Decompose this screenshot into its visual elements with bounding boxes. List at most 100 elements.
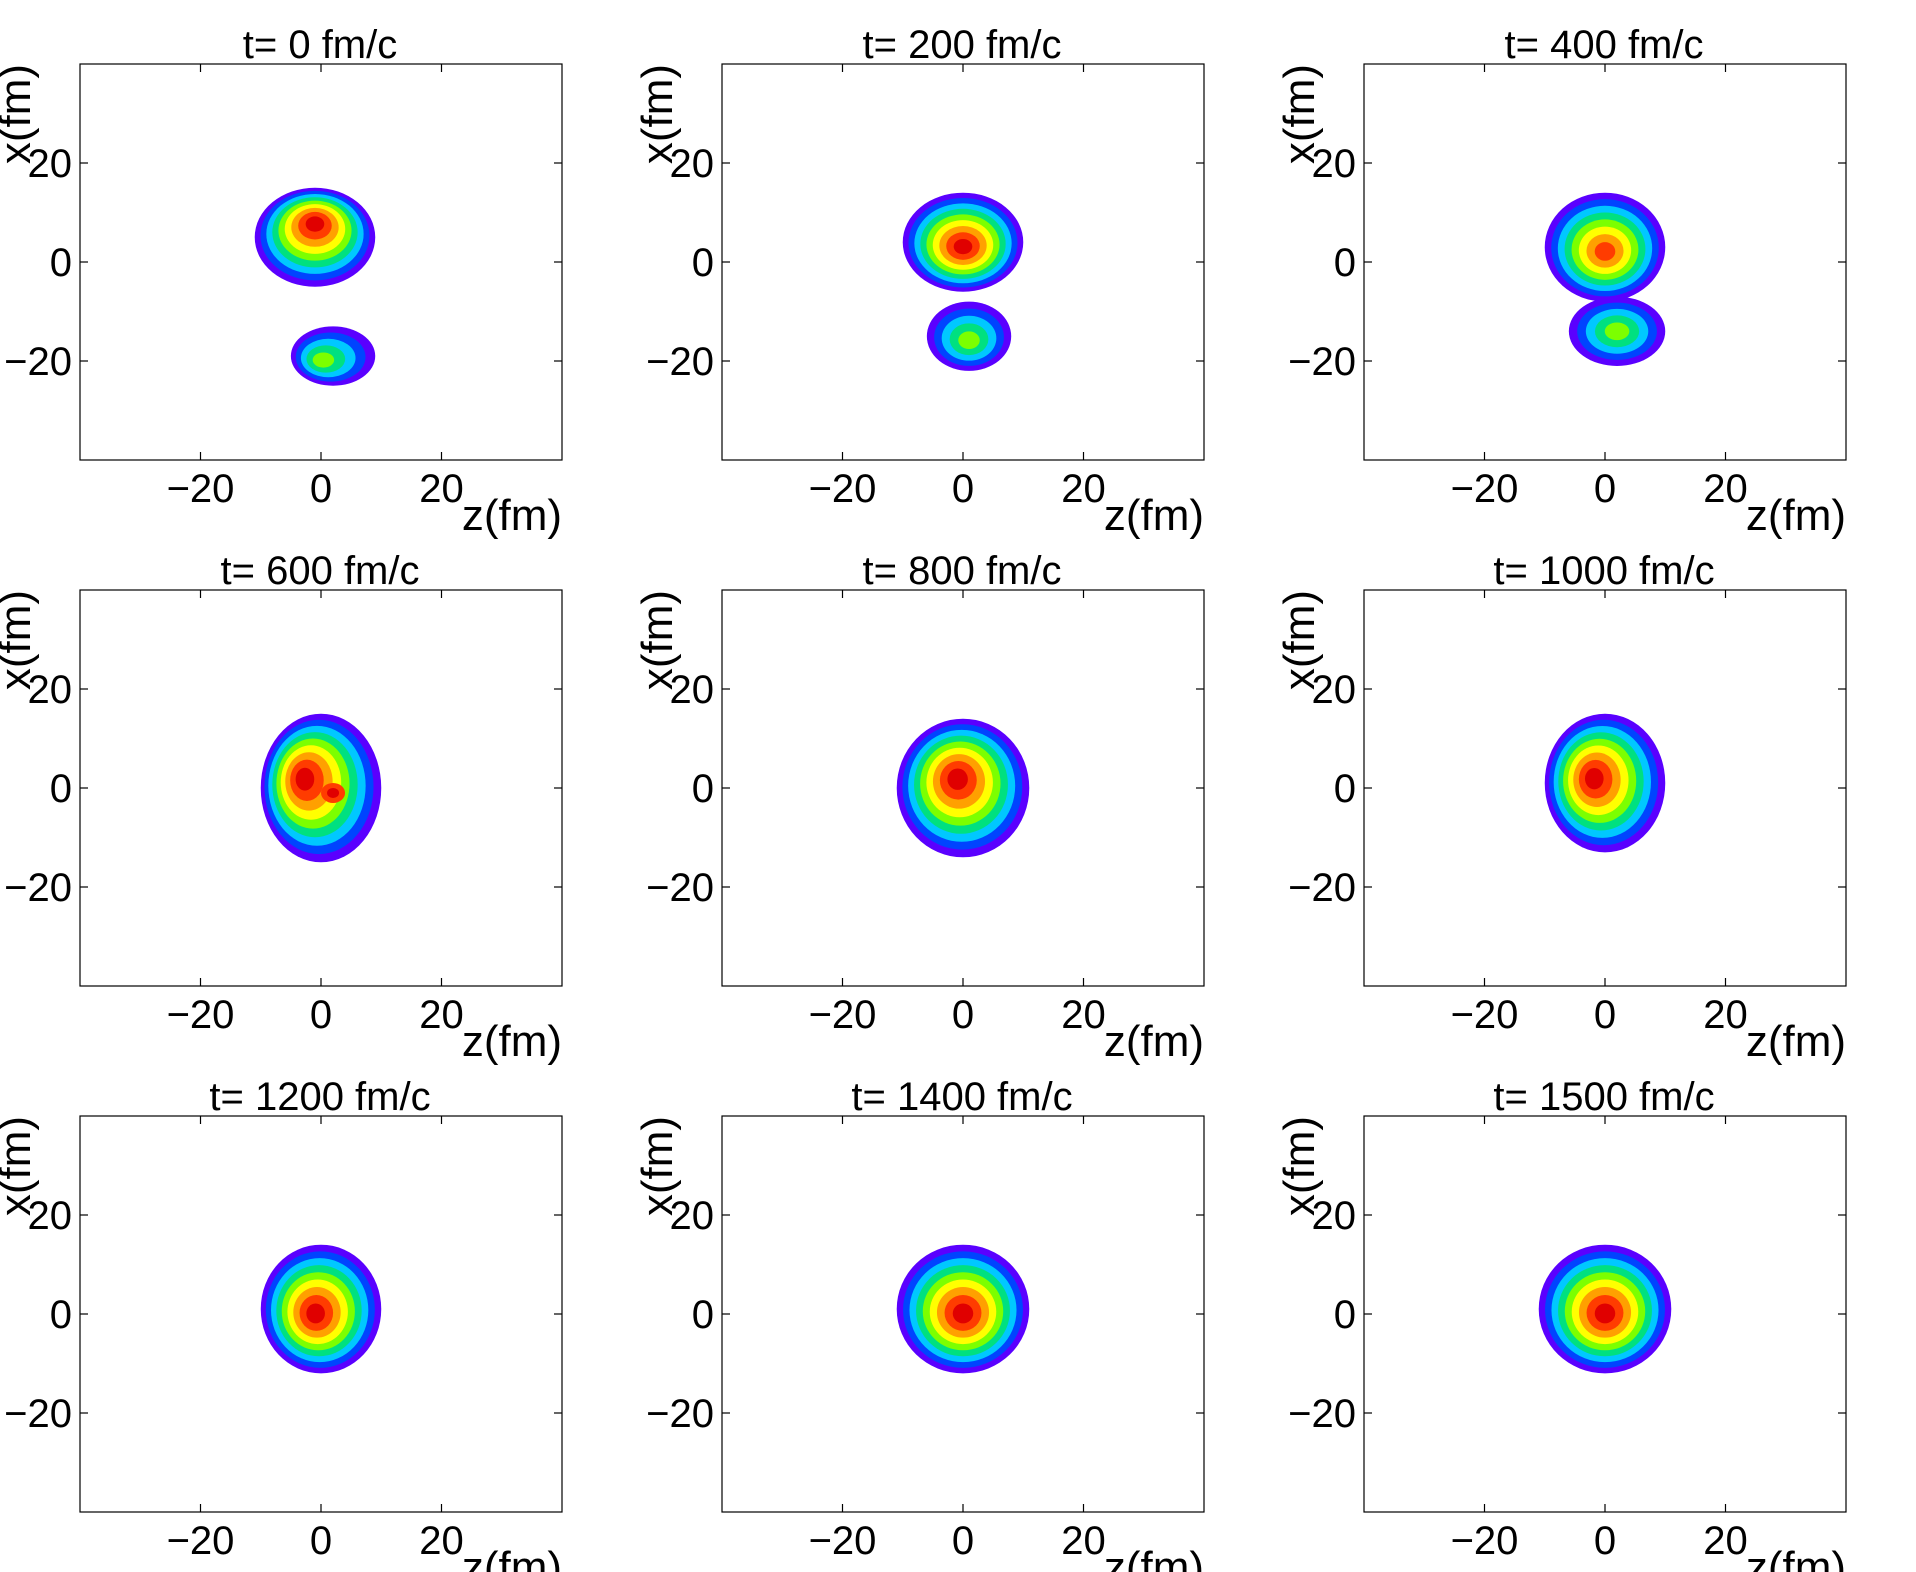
x-tick-label: 0 (310, 993, 332, 1037)
contour-level-9 (305, 216, 325, 232)
x-tick-label: 20 (419, 1519, 464, 1563)
x-tick-label: 0 (1594, 993, 1616, 1037)
panel-1200: t= 1200 fm/c −20 0 20 20 0 −20 z(fm) x(fm) (0, 1075, 563, 1572)
y-axis-label: x(fm) (1275, 64, 1324, 164)
panel-800: t= 800 fm/c −20 0 20 20 0 −20 z(fm) x(fm) (633, 549, 1205, 1066)
x-axis-label: z(fm) (462, 491, 562, 540)
contour-level-9 (1594, 1303, 1616, 1324)
density-blob (902, 192, 1024, 292)
density-blob (1544, 713, 1666, 853)
y-axis-label: x(fm) (1275, 1116, 1324, 1216)
contour-level-9 (306, 1303, 325, 1324)
x-tick-label: 20 (1703, 467, 1748, 511)
panel-200: t= 200 fm/c −20 0 20 20 0 −20 z(fm) x(fm) (633, 23, 1205, 540)
density-contours (896, 718, 1030, 858)
contour-level-9 (1584, 767, 1604, 790)
x-tick-label: 20 (419, 467, 464, 511)
density-contours (260, 1244, 382, 1374)
y-tick-label: −20 (4, 340, 72, 384)
y-axis-label: x(fm) (633, 1116, 682, 1216)
panel-title: t= 200 fm/c (863, 23, 1062, 67)
contour-level-9 (947, 768, 968, 790)
density-contours (896, 1244, 1030, 1374)
density-blob (926, 301, 1012, 371)
y-tick-label: 20 (1312, 142, 1357, 186)
x-axis-label: z(fm) (1746, 1543, 1846, 1572)
density-blob (254, 187, 376, 287)
x-axis-label: z(fm) (1104, 1543, 1204, 1572)
x-tick-label: −20 (809, 467, 877, 511)
y-tick-label: 0 (692, 1293, 714, 1337)
density-blob (260, 1244, 382, 1374)
y-tick-label: 20 (28, 668, 73, 712)
panel-title: t= 1200 fm/c (209, 1075, 430, 1119)
contour-level-8 (1594, 242, 1616, 261)
y-axis-label: x(fm) (1275, 590, 1324, 690)
x-tick-label: −20 (167, 1519, 235, 1563)
density-blob (290, 326, 376, 386)
panel-1000: t= 1000 fm/c −20 0 20 20 0 −20 z(fm) x(fm) (1275, 549, 1847, 1066)
density-contours (1538, 1244, 1672, 1374)
panel-title: t= 1000 fm/c (1493, 549, 1714, 593)
panel-1500: t= 1500 fm/c −20 0 20 20 0 −20 z(fm) x(fm) (1275, 1075, 1847, 1572)
y-tick-label: −20 (4, 1392, 72, 1436)
y-tick-label: 20 (670, 1194, 715, 1238)
x-axis-label: z(fm) (1746, 491, 1846, 540)
x-axis-label: z(fm) (462, 1543, 562, 1572)
panel-title: t= 400 fm/c (1505, 23, 1704, 67)
y-tick-label: −20 (646, 866, 714, 910)
x-tick-label: 0 (1594, 467, 1616, 511)
y-axis-label: x(fm) (0, 1116, 40, 1216)
density-blob (896, 1244, 1030, 1374)
x-tick-label: −20 (1451, 1519, 1519, 1563)
x-tick-label: 0 (310, 467, 332, 511)
x-tick-label: 20 (1703, 1519, 1748, 1563)
y-tick-label: 20 (670, 142, 715, 186)
x-tick-label: 20 (1061, 467, 1106, 511)
y-tick-label: 0 (692, 241, 714, 285)
panel-title: t= 1500 fm/c (1493, 1075, 1714, 1119)
y-axis-label: x(fm) (633, 590, 682, 690)
contour-level-5 (1604, 322, 1630, 341)
x-tick-label: −20 (167, 467, 235, 511)
y-tick-label: 0 (50, 1293, 72, 1337)
panel-1400: t= 1400 fm/c −20 0 20 20 0 −20 z(fm) x(fm) (633, 1075, 1205, 1572)
y-tick-label: −20 (646, 1392, 714, 1436)
x-tick-label: 0 (952, 467, 974, 511)
panel-title: t= 1400 fm/c (851, 1075, 1072, 1119)
density-blob (1538, 1244, 1672, 1374)
density-contours (1544, 713, 1666, 853)
density-blob (1544, 192, 1666, 302)
y-tick-label: 0 (1334, 241, 1356, 285)
x-tick-label: 20 (419, 993, 464, 1037)
y-tick-label: 0 (1334, 767, 1356, 811)
contour-level-9 (952, 1303, 974, 1324)
x-tick-label: 0 (1594, 1519, 1616, 1563)
y-tick-label: −20 (1288, 866, 1356, 910)
x-tick-label: 20 (1703, 993, 1748, 1037)
y-tick-label: 20 (28, 1194, 73, 1238)
y-tick-label: −20 (1288, 340, 1356, 384)
contour-level-9 (295, 767, 315, 791)
density-contours (902, 192, 1024, 371)
x-tick-label: 0 (952, 1519, 974, 1563)
y-tick-label: 0 (692, 767, 714, 811)
density-contours (1544, 192, 1666, 366)
panel-title: t= 0 fm/c (243, 23, 398, 67)
x-axis-label: z(fm) (1104, 1017, 1204, 1066)
x-axis-label: z(fm) (1746, 1017, 1846, 1066)
x-tick-label: −20 (1451, 467, 1519, 511)
density-blob (260, 713, 382, 863)
x-axis-label: z(fm) (462, 1017, 562, 1066)
x-axis-label: z(fm) (1104, 491, 1204, 540)
y-tick-label: −20 (4, 866, 72, 910)
x-tick-label: −20 (809, 1519, 877, 1563)
x-tick-label: −20 (167, 993, 235, 1037)
x-tick-label: 0 (310, 1519, 332, 1563)
contour-level-5 (958, 331, 980, 350)
density-blob (896, 718, 1030, 858)
y-tick-label: −20 (646, 340, 714, 384)
y-tick-label: 20 (1312, 668, 1357, 712)
panel-title: t= 800 fm/c (863, 549, 1062, 593)
